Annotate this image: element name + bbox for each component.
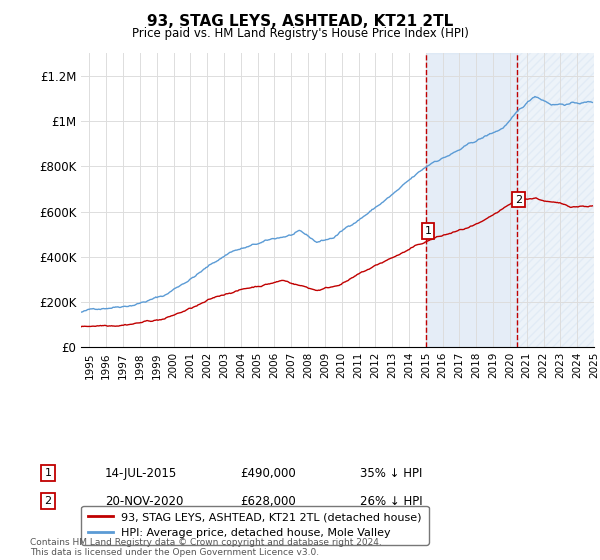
Text: £490,000: £490,000 [240,466,296,480]
Bar [427,53,517,347]
Text: Contains HM Land Registry data © Crown copyright and database right 2024.
This d: Contains HM Land Registry data © Crown c… [30,538,382,557]
Text: 14-JUL-2015: 14-JUL-2015 [105,466,177,480]
Text: 1: 1 [424,226,431,236]
Text: £628,000: £628,000 [240,494,296,508]
Bar [517,53,594,347]
Text: 2: 2 [515,194,522,204]
Text: 93, STAG LEYS, ASHTEAD, KT21 2TL: 93, STAG LEYS, ASHTEAD, KT21 2TL [147,14,453,29]
Text: Price paid vs. HM Land Registry's House Price Index (HPI): Price paid vs. HM Land Registry's House … [131,27,469,40]
Text: 1: 1 [44,468,52,478]
Text: 26% ↓ HPI: 26% ↓ HPI [360,494,422,508]
Text: 2: 2 [44,496,52,506]
Legend: 93, STAG LEYS, ASHTEAD, KT21 2TL (detached house), HPI: Average price, detached : 93, STAG LEYS, ASHTEAD, KT21 2TL (detach… [82,506,428,544]
Text: 35% ↓ HPI: 35% ↓ HPI [360,466,422,480]
Text: 20-NOV-2020: 20-NOV-2020 [105,494,184,508]
